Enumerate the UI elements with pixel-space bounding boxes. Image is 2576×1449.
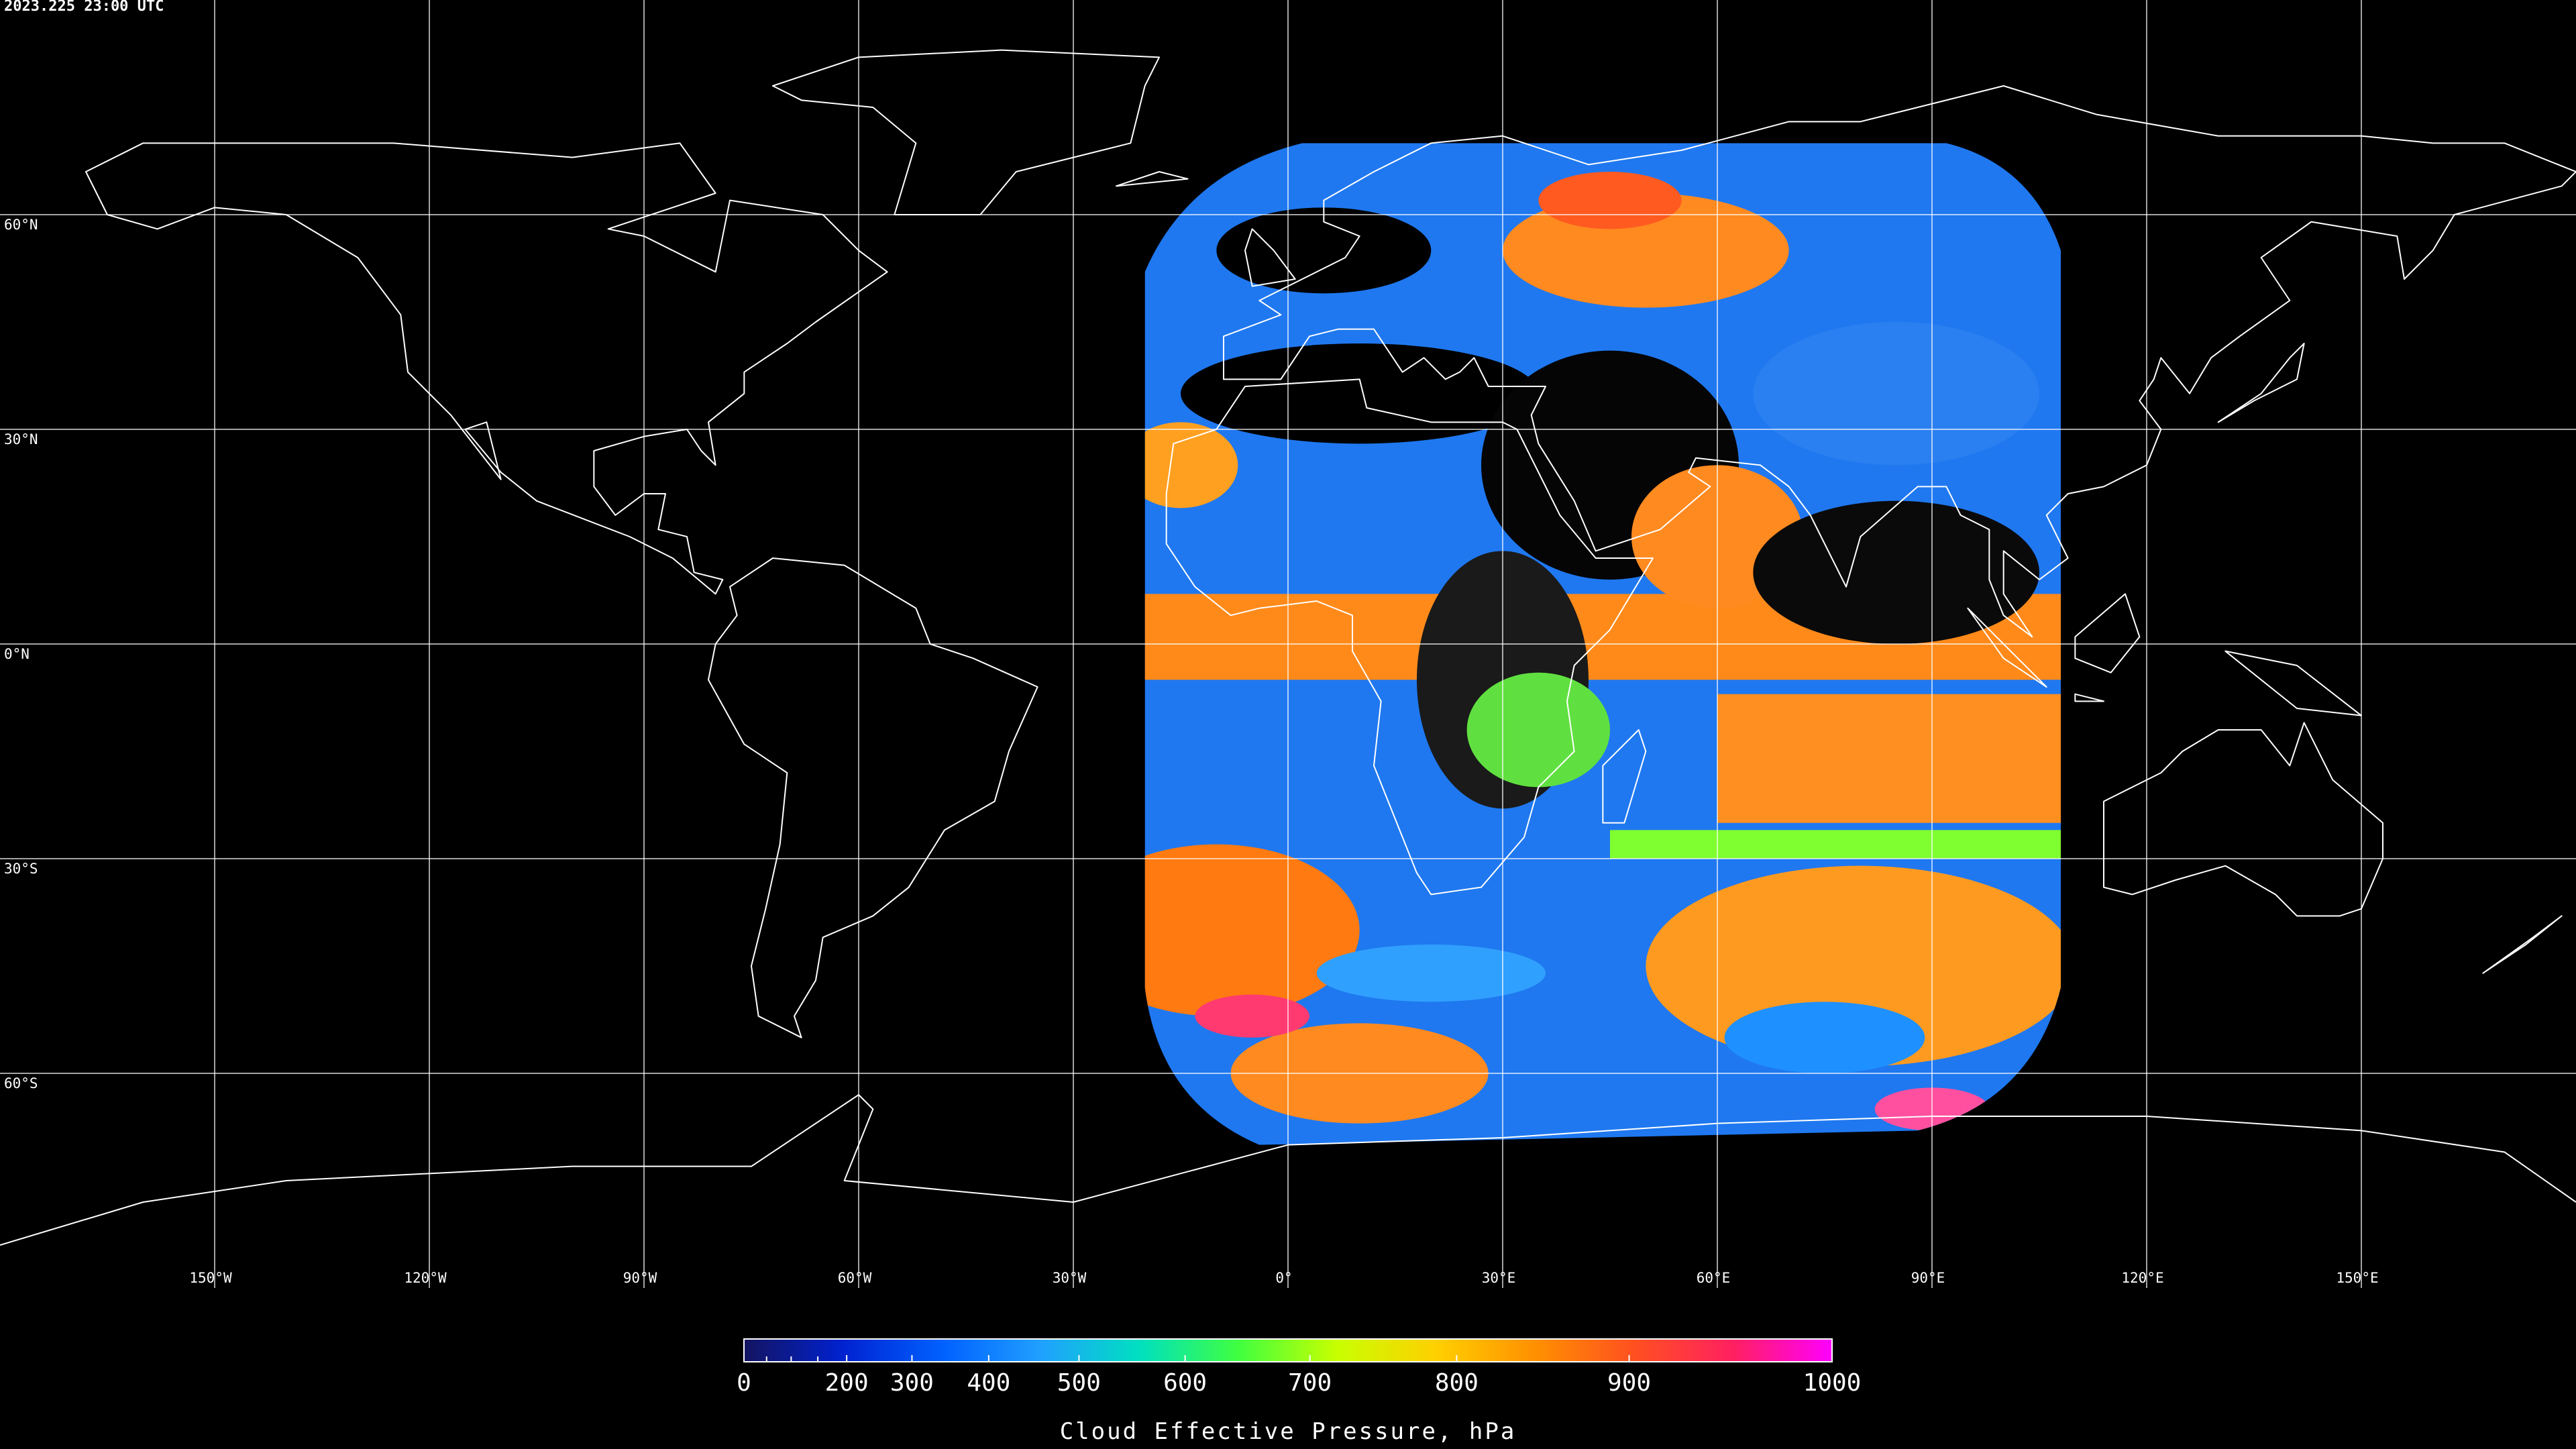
lon-label: 30°E [1482,1270,1516,1286]
colorbar-tick-label: 1000 [1803,1369,1862,1397]
colorbar-tick-label: 400 [967,1369,1010,1397]
lon-label: 120°W [404,1270,447,1286]
timestamp: 2023.225 23:00 UTC [4,0,164,15]
lat-label: 0°N [4,646,30,662]
lat-label: 30°S [4,861,38,877]
colorbar-tick-label: 200 [825,1369,869,1397]
colorbar-tick-label: 800 [1435,1369,1479,1397]
lat-label: 60°N [4,217,38,233]
colorbar: 0 200 300 400 500 600 700 800 900 1000 Cloud Effec… [737,1338,1862,1445]
colorbar-tick-label: 700 [1288,1369,1332,1397]
lat-label: 60°S [4,1075,38,1091]
lon-label: 90°W [623,1270,657,1286]
lon-label: 150°E [2336,1270,2378,1286]
lon-label: 30°W [1053,1270,1087,1286]
colorbar-tick-label: 300 [890,1369,934,1397]
lon-label: 0° [1275,1270,1292,1286]
graticule: 150°W 120°W 90°W 60°W 30°W 0° 30°E 60°E 90°E 120°… [0,0,2576,1288]
colorbar-tick-label: 0 [737,1369,751,1397]
colorbar-tick-label: 600 [1163,1369,1207,1397]
lon-label: 90°E [1911,1270,1945,1286]
colorbar-title: Cloud Effective Pressure, hPa [1060,1418,1517,1445]
colorbar-tick-label: 900 [1607,1369,1651,1397]
colorbar-tick-label: 500 [1057,1369,1101,1397]
lon-label: 150°W [189,1270,232,1286]
lat-label: 30°N [4,431,38,447]
lon-label: 120°E [2121,1270,2163,1286]
lon-label: 60°E [1697,1270,1731,1286]
colorbar-gradient [743,1338,1833,1362]
lon-label: 60°W [838,1270,872,1286]
